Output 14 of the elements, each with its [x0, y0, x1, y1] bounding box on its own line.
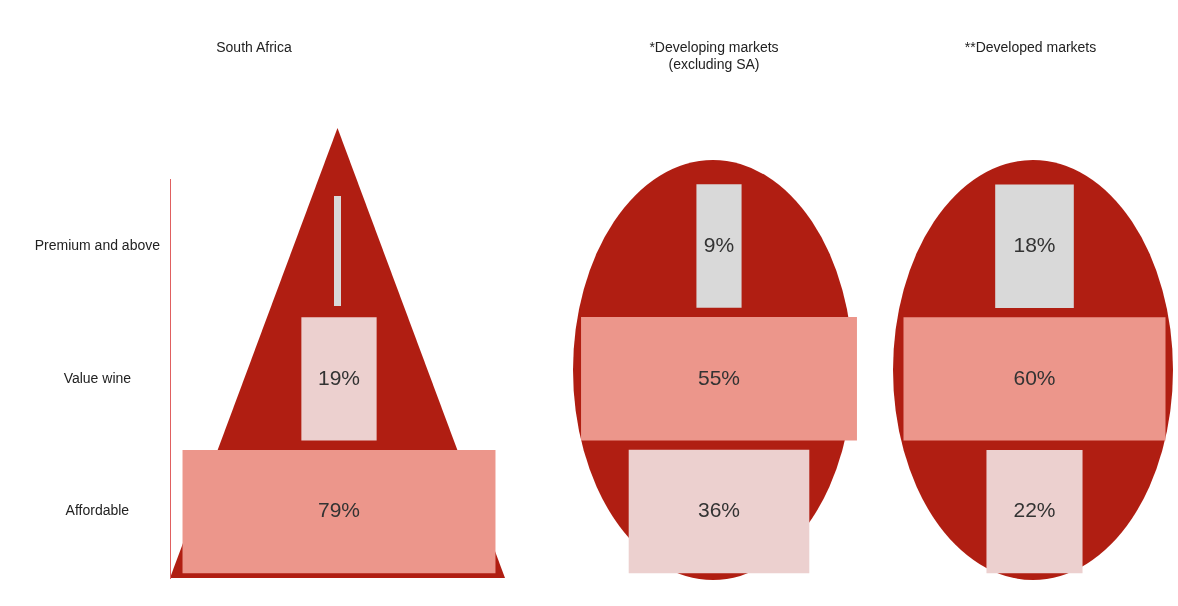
data-label: 22% [1013, 498, 1056, 522]
category-label: Premium and above [34, 237, 161, 254]
data-label: 60% [1013, 365, 1056, 389]
text: *Developing markets (excluding SA) [649, 39, 779, 73]
data-label: 79% [317, 498, 361, 522]
category-label: Value wine [63, 369, 132, 386]
data-label: 55% [697, 365, 741, 389]
data-label: 36% [697, 498, 741, 522]
category-label: Affordable [65, 502, 130, 519]
text: South Africa [216, 39, 292, 56]
data-label: 19% [317, 365, 361, 389]
text: **Developed markets [964, 39, 1097, 56]
data-label: 18% [1013, 232, 1056, 256]
data-label: 9% [703, 232, 735, 256]
